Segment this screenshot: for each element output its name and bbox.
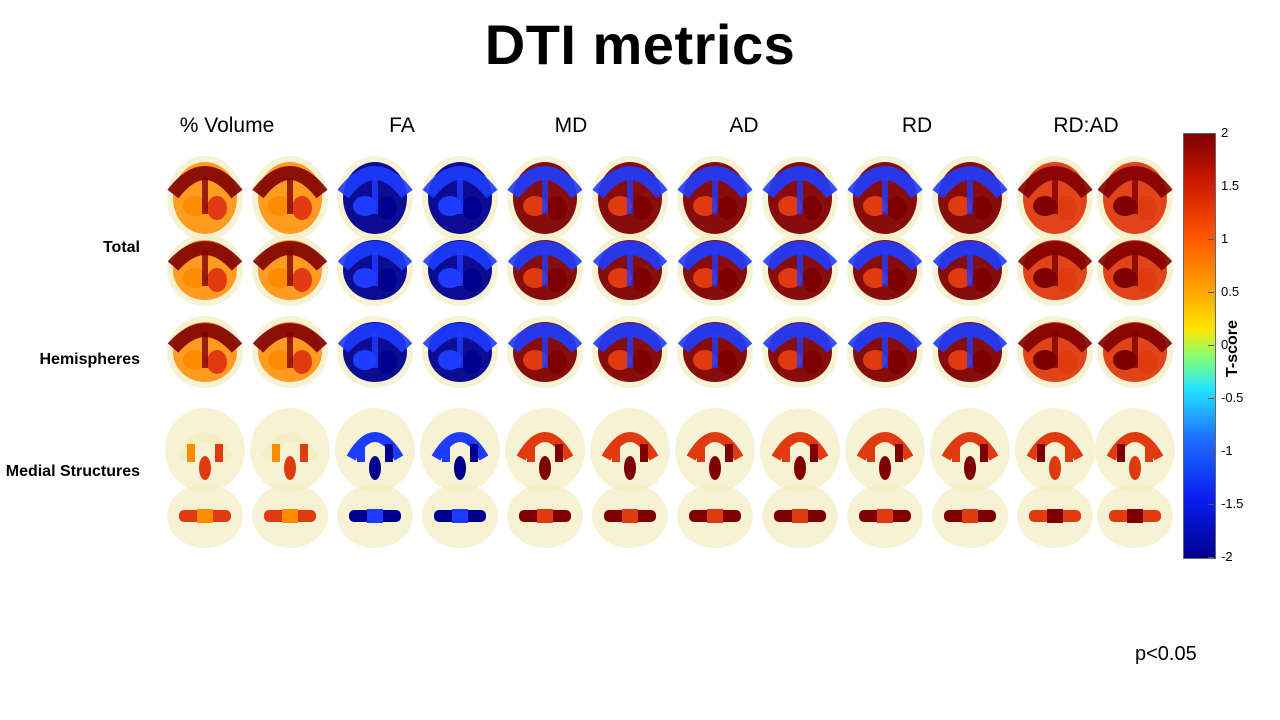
column-label-md: MD [554, 114, 588, 137]
brain-render [847, 484, 923, 548]
brain-render [1017, 156, 1093, 240]
brain-render [930, 408, 1010, 492]
brain-render [1097, 234, 1173, 306]
brain-render [167, 234, 243, 306]
brain-render [1097, 484, 1173, 548]
brain-render [845, 408, 925, 492]
brain-render [337, 484, 413, 548]
brain-render [507, 316, 583, 388]
brain-render [337, 316, 413, 388]
brain-render [167, 156, 243, 240]
brain-render [507, 484, 583, 548]
brain-render [762, 484, 838, 548]
colorbar-tick-label: 2 [1221, 125, 1229, 140]
brain-render [1097, 156, 1173, 240]
brain-render [677, 316, 753, 388]
brain-render [1017, 316, 1093, 388]
column-label-rd: RD [901, 114, 933, 137]
brain-render [337, 234, 413, 306]
brain-render [507, 234, 583, 306]
colorbar-tick-label: 1 [1221, 231, 1229, 246]
brain-render [1095, 408, 1175, 492]
brain-render [422, 156, 498, 240]
colorbar-tick-label: -1 [1221, 443, 1233, 458]
brain-render [337, 156, 413, 240]
brain-render [335, 408, 415, 492]
colorbar-tick-label: -1.5 [1221, 496, 1244, 511]
colorbar [1183, 133, 1216, 559]
brain-render [762, 316, 838, 388]
colorbar-tick-label: 0.5 [1221, 284, 1240, 299]
brain-render [932, 484, 1008, 548]
colorbar-tick-label: -0.5 [1221, 390, 1244, 405]
significance-note: p<0.05 [1135, 643, 1197, 665]
row-label-medial-structures: Medial Structures [5, 463, 140, 480]
brain-render [592, 234, 668, 306]
brain-render [932, 234, 1008, 306]
brain-render [677, 156, 753, 240]
brain-render [167, 484, 243, 548]
brain-render [505, 408, 585, 492]
colorbar-tickmark [1208, 345, 1214, 346]
colorbar-tick-label: 1.5 [1221, 178, 1240, 193]
brain-render [760, 408, 840, 492]
brain-render [675, 408, 755, 492]
column-label-rd-ad: RD:AD [1053, 114, 1119, 137]
brain-render [762, 234, 838, 306]
brain-render [592, 484, 668, 548]
brain-render [1017, 484, 1093, 548]
brain-render [592, 156, 668, 240]
column-label-fa: FA [389, 114, 415, 137]
brain-render [847, 316, 923, 388]
brain-render [252, 234, 328, 306]
brain-render [420, 408, 500, 492]
brain-render [677, 484, 753, 548]
brain-render [932, 156, 1008, 240]
colorbar-tickmark [1208, 186, 1214, 187]
brain-render [167, 316, 243, 388]
column-label-volume: % Volume [179, 114, 275, 137]
brain-render [252, 316, 328, 388]
brain-render [165, 408, 245, 492]
brain-render [847, 156, 923, 240]
brain-render [1017, 234, 1093, 306]
row-label-hemispheres: Hemispheres [39, 351, 141, 368]
colorbar-tickmark [1208, 292, 1214, 293]
colorbar-tickmark [1208, 239, 1214, 240]
brain-render [932, 316, 1008, 388]
colorbar-tickmark [1208, 504, 1214, 505]
colorbar-tick-label: 0 [1221, 337, 1229, 352]
brain-render [592, 316, 668, 388]
brain-render [252, 484, 328, 548]
brain-render [252, 156, 328, 240]
brain-render [762, 156, 838, 240]
brain-render [1015, 408, 1095, 492]
brain-render [422, 234, 498, 306]
colorbar-title: T-score [1224, 320, 1241, 377]
brain-render [1097, 316, 1173, 388]
brain-render [677, 234, 753, 306]
brain-render [422, 316, 498, 388]
brain-render [590, 408, 670, 492]
colorbar-tickmark [1208, 557, 1214, 558]
brain-render [507, 156, 583, 240]
colorbar-tickmark [1208, 398, 1214, 399]
colorbar-tickmark [1208, 451, 1214, 452]
column-label-ad: AD [729, 114, 759, 137]
brain-render [250, 408, 330, 492]
page-title: DTI metrics [484, 13, 796, 76]
colorbar-tickmark [1208, 133, 1214, 134]
brain-render [847, 234, 923, 306]
brain-render [422, 484, 498, 548]
row-label-total: Total [102, 239, 140, 256]
colorbar-tick-label: -2 [1221, 549, 1233, 564]
